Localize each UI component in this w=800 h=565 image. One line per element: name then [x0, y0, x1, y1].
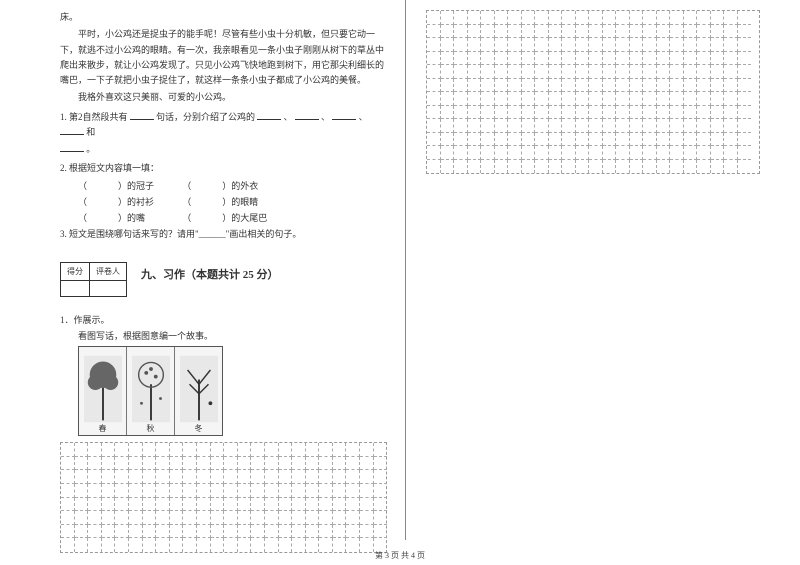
tree-icon-autumn — [132, 355, 170, 423]
score-header-a: 得分 — [61, 263, 90, 281]
image-panel-0: 春 — [79, 347, 127, 435]
image-caption-1: 秋 — [147, 423, 155, 434]
q1-blank-4[interactable] — [60, 126, 84, 135]
q1-blank-count[interactable] — [130, 111, 154, 120]
question-3: 3. 短文是围绕哪句话来写的？请用"______"画出相关的句子。 — [60, 227, 387, 242]
right-column — [405, 0, 800, 540]
q2-cell-0b: ）的外衣 — [222, 181, 258, 191]
writing-instruction: 看图写话，根据图意编一个故事。 — [78, 329, 387, 342]
page-footer: 第 3 页 共 4 页 — [0, 550, 800, 561]
q1-sep-1: 、 — [284, 112, 293, 122]
image-caption-2: 冬 — [195, 423, 203, 434]
section-9-header: 得分 评卷人 九、习作（本题共计 25 分） — [60, 244, 387, 303]
writing-grid-right[interactable] — [426, 10, 760, 174]
q2-row-2: （ ）的嘴 （ ）的大尾巴 — [60, 211, 387, 224]
question-2-title: 2. 根据短文内容填一填： — [60, 161, 387, 176]
passage-line-1: 平时，小公鸡还是捉虫子的能手呢！尽管有些小虫十分机敏，但只要它动一下，就逃不过小… — [60, 27, 387, 88]
score-cell-a[interactable] — [61, 281, 90, 297]
question-1-cont: 。 — [60, 142, 387, 157]
q1-mid: 句话，分别介绍了公鸡的 — [156, 112, 255, 122]
section-9-title: 九、习作（本题共计 25 分） — [141, 266, 279, 282]
passage-line-0: 床。 — [60, 10, 387, 25]
q2-cell-1a: ）的衬衫 — [118, 197, 154, 207]
q1-end: 。 — [86, 144, 95, 154]
tree-icon-spring — [84, 355, 122, 423]
passage-line-2: 我格外喜欢这只美丽、可爱的小公鸡。 — [60, 90, 387, 105]
page-container: 床。 平时，小公鸡还是捉虫子的能手呢！尽管有些小虫十分机敏，但只要它动一下，就逃… — [0, 0, 800, 540]
q1-sep-3: 、 — [359, 112, 368, 122]
score-table: 得分 评卷人 — [60, 262, 127, 297]
q2-cell-2b: ）的大尾巴 — [222, 213, 267, 223]
q1-pre: 1. 第2自然段共有 — [60, 112, 128, 122]
q2-paren-2b: （ — [182, 213, 218, 223]
question-1: 1. 第2自然段共有 句话，分别介绍了公鸡的 、 、 、 和 — [60, 110, 387, 141]
q2-cell-0a: ）的冠子 — [118, 181, 154, 191]
score-header-b: 评卷人 — [90, 263, 127, 281]
writing-label: 1．作展示。 — [60, 313, 387, 326]
q2-row-1: （ ）的衬衫 （ ）的眼睛 — [60, 195, 387, 208]
q1-blank-3[interactable] — [332, 111, 356, 120]
score-cell-b[interactable] — [90, 281, 127, 297]
q2-cell-2a: ）的嘴 — [118, 213, 145, 223]
q2-paren-2a: （ — [78, 213, 114, 223]
q2-cell-1b: ）的眼睛 — [222, 197, 258, 207]
q1-and: 和 — [86, 127, 95, 137]
q2-paren-0a: （ — [78, 181, 114, 191]
writing-image-block: 春 秋 — [78, 346, 223, 436]
q1-blank-5[interactable] — [60, 143, 84, 152]
tree-icon-winter — [180, 355, 218, 423]
image-panel-2: 冬 — [175, 347, 222, 435]
image-panel-1: 秋 — [127, 347, 175, 435]
image-caption-0: 春 — [99, 423, 107, 434]
q1-blank-1[interactable] — [257, 111, 281, 120]
writing-grid-left[interactable] — [60, 442, 387, 553]
q1-sep-2: 、 — [321, 112, 330, 122]
q2-paren-1a: （ — [78, 197, 114, 207]
q2-paren-0b: （ — [182, 181, 218, 191]
q2-paren-1b: （ — [182, 197, 218, 207]
q1-blank-2[interactable] — [295, 111, 319, 120]
q2-row-0: （ ）的冠子 （ ）的外衣 — [60, 179, 387, 192]
left-column: 床。 平时，小公鸡还是捉虫子的能手呢！尽管有些小虫十分机敏，但只要它动一下，就逃… — [0, 0, 405, 540]
